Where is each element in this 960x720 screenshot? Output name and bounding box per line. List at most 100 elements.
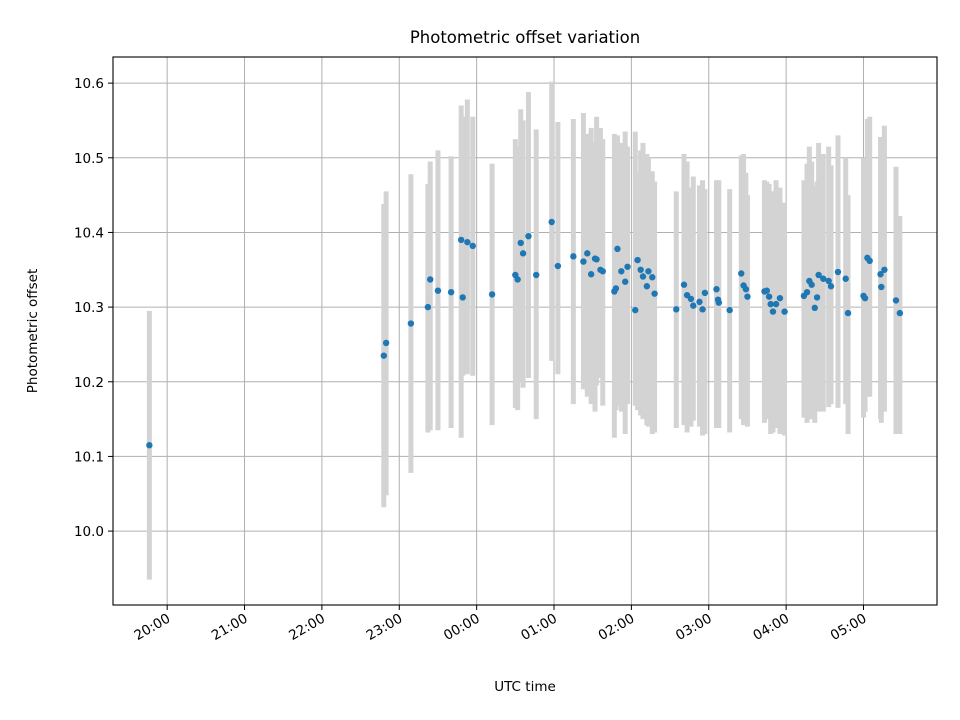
data-point bbox=[639, 273, 647, 280]
data-point bbox=[584, 250, 591, 257]
data-point bbox=[382, 339, 390, 347]
data-point bbox=[643, 283, 651, 290]
data-point bbox=[877, 271, 884, 278]
data-point bbox=[464, 238, 471, 246]
data-point bbox=[699, 306, 706, 313]
data-point bbox=[781, 308, 788, 315]
data-point bbox=[514, 276, 521, 283]
data-point bbox=[820, 275, 827, 282]
data-point bbox=[587, 271, 595, 278]
data-point bbox=[459, 294, 466, 301]
y-tick-label: 10.0 bbox=[74, 524, 104, 540]
data-point bbox=[713, 285, 720, 293]
data-point bbox=[457, 236, 465, 244]
y-axis: 10.0 10.1 10.2 10.3 10.4 10.5 10.6 bbox=[74, 76, 113, 540]
data-point bbox=[632, 306, 639, 314]
data-point bbox=[424, 303, 432, 311]
data-point bbox=[427, 276, 434, 283]
x-tick-label: 22:00 bbox=[286, 611, 328, 644]
x-tick-label: 00:00 bbox=[441, 611, 483, 644]
y-tick-label: 10.3 bbox=[74, 300, 104, 316]
data-point bbox=[834, 268, 842, 276]
x-tick-label: 05:00 bbox=[828, 611, 870, 644]
data-point bbox=[673, 306, 680, 313]
y-tick-label: 10.1 bbox=[74, 449, 104, 465]
data-point bbox=[519, 250, 527, 257]
data-point bbox=[517, 239, 524, 247]
data-point bbox=[525, 232, 532, 240]
data-point bbox=[570, 253, 577, 260]
data-point bbox=[649, 274, 656, 281]
x-tick-label: 20:00 bbox=[131, 611, 173, 644]
data-point bbox=[769, 308, 777, 315]
data-point bbox=[763, 287, 770, 294]
data-point bbox=[744, 293, 751, 300]
data-point bbox=[580, 258, 587, 265]
data-point bbox=[808, 281, 815, 288]
data-point bbox=[696, 298, 703, 306]
data-point bbox=[533, 271, 540, 279]
data-point bbox=[776, 294, 784, 302]
data-point bbox=[407, 320, 415, 327]
data-point bbox=[687, 295, 695, 303]
y-axis-label: Photometric offset bbox=[25, 269, 41, 393]
data-point bbox=[827, 283, 835, 290]
y-tick-label: 10.4 bbox=[74, 225, 104, 241]
data-point bbox=[614, 245, 621, 253]
data-point bbox=[861, 294, 869, 302]
data-point bbox=[618, 268, 625, 275]
x-axis: 20:00 21:00 22:00 23:00 00:00 01:00 02:00 03:00… bbox=[131, 605, 869, 644]
data-point bbox=[844, 309, 852, 317]
data-point bbox=[488, 291, 496, 298]
plot-frame bbox=[112, 56, 938, 606]
data-point bbox=[146, 442, 153, 449]
chart-title: Photometric offset variation bbox=[410, 28, 640, 47]
y-tick-label: 10.5 bbox=[74, 151, 104, 167]
x-axis-label: UTC time bbox=[494, 679, 556, 695]
x-tick-label: 03:00 bbox=[673, 611, 715, 644]
data-point bbox=[690, 302, 697, 309]
data-point bbox=[825, 277, 832, 285]
data-point bbox=[892, 297, 900, 304]
data-point bbox=[701, 289, 709, 297]
data-point bbox=[765, 293, 773, 300]
data-point bbox=[813, 294, 821, 301]
data-point bbox=[881, 266, 888, 273]
data-point bbox=[548, 218, 555, 226]
data-point bbox=[896, 309, 904, 317]
data-point bbox=[621, 278, 629, 285]
data-point bbox=[811, 304, 818, 312]
error-bars bbox=[146, 81, 903, 580]
x-tick-label: 21:00 bbox=[209, 611, 251, 644]
data-point bbox=[715, 299, 723, 306]
data-point bbox=[803, 288, 811, 296]
y-tick-label: 10.6 bbox=[74, 76, 104, 92]
data-point bbox=[637, 266, 644, 273]
data-point bbox=[772, 300, 780, 308]
data-point bbox=[380, 352, 387, 359]
x-tick-label: 01:00 bbox=[518, 611, 560, 644]
data-point bbox=[612, 285, 620, 292]
data-point bbox=[726, 306, 733, 314]
data-point bbox=[651, 290, 658, 297]
data-point bbox=[680, 281, 688, 288]
data-points bbox=[146, 218, 904, 449]
data-point bbox=[842, 275, 849, 282]
data-point bbox=[866, 257, 873, 265]
data-point bbox=[447, 288, 455, 296]
data-point bbox=[434, 287, 442, 294]
x-tick-label: 02:00 bbox=[596, 611, 638, 644]
data-point bbox=[624, 263, 631, 270]
data-point bbox=[469, 242, 476, 250]
data-point bbox=[634, 256, 641, 264]
data-point bbox=[645, 268, 652, 275]
y-tick-label: 10.2 bbox=[74, 375, 104, 391]
data-point bbox=[815, 271, 822, 279]
data-point bbox=[554, 262, 562, 270]
x-tick-label: 23:00 bbox=[364, 611, 406, 644]
data-point bbox=[593, 256, 600, 263]
x-tick-label: 04:00 bbox=[750, 611, 792, 644]
data-point bbox=[599, 268, 606, 275]
data-point bbox=[878, 283, 885, 291]
